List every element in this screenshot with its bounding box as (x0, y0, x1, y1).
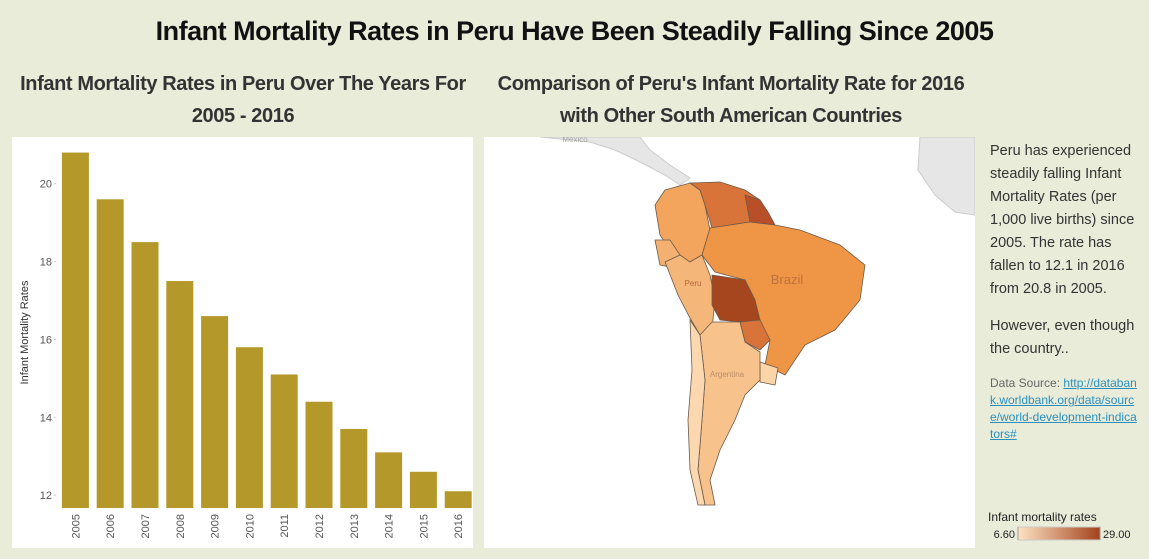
chart-title: Comparison of Peru's Infant Mortality Ra… (497, 73, 965, 127)
y-axis-label: Infant Mortality Rates (19, 280, 31, 384)
x-tick-label: 2015 (418, 514, 430, 538)
bar (96, 199, 124, 508)
x-tick-label: 2009 (210, 514, 222, 538)
source: Data Source: http://databank.worldbank.o… (990, 375, 1140, 443)
x-tick-label: 2013 (349, 514, 361, 538)
y-tick-label: 18 (40, 257, 52, 269)
x-tick-label: 2007 (140, 514, 152, 538)
paragraph: Peru has experienced steadily falling In… (990, 143, 1135, 297)
bar (201, 316, 229, 508)
map-label: Brazil (771, 272, 804, 287)
bar (61, 152, 89, 508)
scale-label: 29.00 (1103, 529, 1131, 541)
map-label: Argentina (710, 370, 745, 379)
side-text: Peru has experienced steadily falling In… (990, 140, 1140, 443)
source-link[interactable]: http://databank.worldbank.org/data/sourc… (990, 376, 1137, 441)
bar (340, 428, 368, 508)
land (539, 137, 691, 186)
bar (375, 452, 403, 508)
bar (444, 491, 472, 508)
country (701, 221, 866, 376)
y-tick-label: 20 (40, 179, 52, 191)
bar (270, 374, 298, 508)
color-scale (1017, 526, 1101, 541)
bar (409, 471, 437, 508)
bar (305, 401, 333, 508)
x-tick-label: 2016 (453, 514, 465, 538)
x-tick-label: 2006 (105, 514, 117, 538)
x-tick-label: 2010 (244, 514, 256, 538)
y-tick-label: 14 (40, 412, 52, 424)
dashboard-title: Infant Mortality Rates in Peru Have Been… (155, 16, 994, 46)
legend: Infant mortality rates 6.60 29.00 (988, 510, 1131, 541)
y-tick-label: 16 (40, 334, 52, 346)
bar-chart: Infant Mortality Rates 12 14 16 18 20 2005 2006… (12, 137, 473, 548)
chart-title: Infant Mortality Rates in Peru Over The … (20, 73, 466, 127)
map-label: Peru (685, 279, 702, 288)
x-tick-label: 2005 (70, 514, 82, 538)
land (917, 137, 975, 216)
y-tick-label: 12 (40, 490, 52, 502)
scale-label: 6.60 (994, 529, 1015, 541)
paragraph: However, even though the country.. (990, 318, 1135, 357)
legend-title: Infant mortality rates (988, 510, 1097, 524)
bar (235, 347, 263, 508)
bar (166, 281, 194, 508)
x-tick-label: 2014 (384, 514, 396, 538)
map: Mexico Peru Brazil Argentina (484, 137, 975, 548)
bar (131, 242, 159, 508)
x-tick-label: 2008 (175, 514, 187, 538)
country (687, 318, 706, 506)
x-tick-label: 2012 (314, 514, 326, 538)
x-tick-label: 2011 (279, 514, 291, 538)
map-label: Mexico (562, 137, 588, 144)
source-label: Data Source: (990, 376, 1061, 390)
